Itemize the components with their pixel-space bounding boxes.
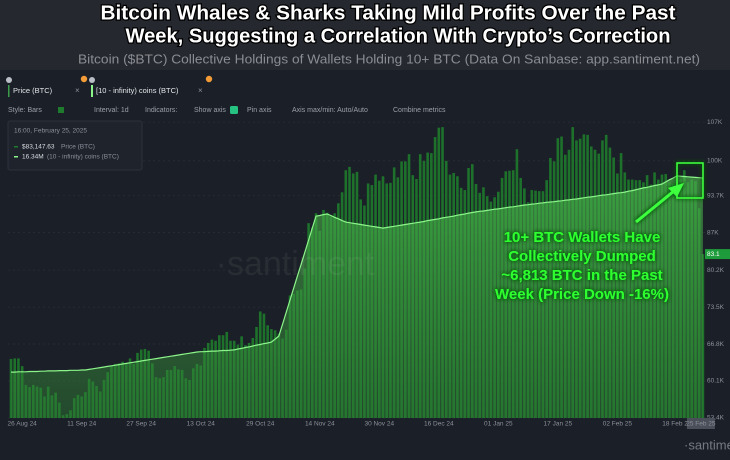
close-icon[interactable]: ×	[75, 86, 80, 95]
y-tick-label: 87K	[707, 229, 719, 236]
tooltip-label: (10 - infinity) coins (BTC)	[47, 154, 119, 161]
tooltip-swatch	[14, 156, 18, 158]
x-tick-label: 13 Oct 24	[187, 421, 216, 428]
close-icon[interactable]: ×	[198, 86, 203, 95]
y-tick-label: 93.7K	[707, 192, 725, 199]
tooltip-date: 16:00, February 25, 2025	[14, 128, 87, 135]
price-marker-label: 83.1	[707, 251, 720, 258]
annotation-text: Week (Price Down -16%)	[495, 286, 669, 303]
metric-badge	[205, 75, 213, 83]
chart-title: Bitcoin Whales & Sharks Taking Mild Prof…	[101, 2, 676, 24]
y-tick-label: 60.1K	[707, 378, 725, 385]
toolbar-item[interactable]: Show axis	[194, 107, 226, 114]
x-tick-label: 18 Feb 25	[662, 421, 692, 428]
annotation-text: 10+ BTC Wallets Have	[504, 229, 661, 246]
x-tick-label: 29 Oct 24	[246, 421, 275, 428]
watermark: ·santiment	[216, 245, 375, 283]
chart-title: Week, Suggesting a Correlation With Cryp…	[126, 25, 671, 47]
x-tick-label: 02 Feb 25	[603, 421, 633, 428]
x-tick-label: 27 Sep 24	[126, 421, 156, 428]
x-tick-label: 14 Nov 24	[305, 421, 335, 428]
tooltip-label: Price (BTC)	[61, 144, 95, 151]
x-tick-label: 11 Sep 24	[67, 421, 97, 428]
y-tick-label: 100K	[707, 158, 723, 165]
annotation-text: ~6,813 BTC in the Past	[501, 267, 662, 284]
y-tick-label: 53.4K	[707, 415, 725, 422]
header-background	[0, 0, 730, 70]
bar	[701, 254, 705, 418]
toolbar-item[interactable]: Pin axis	[247, 107, 272, 114]
toolbar-item[interactable]: Combine metrics	[393, 107, 446, 114]
lock-icon	[6, 77, 12, 83]
line	[11, 175, 703, 373]
watermark: ·santiment	[684, 437, 730, 452]
plot: 53.4K 60.1K 66.8K 73.5K 80.2K 87K 93.7K 100K 107…	[8, 119, 730, 429]
price-marker	[705, 249, 730, 260]
x-tick-label: 25 Feb 25	[686, 421, 716, 428]
y-tick-label: 66.8K	[707, 341, 725, 348]
legend-swatch	[8, 85, 10, 97]
checkbox[interactable]	[230, 106, 238, 114]
annotation: 10+ BTC Wallets Have Collectively Dumped…	[495, 162, 704, 303]
y-tick-label: 107K	[707, 119, 723, 126]
legend-swatch	[91, 85, 93, 97]
lock-icon	[89, 77, 95, 83]
x-tick-label: 26 Aug 24	[8, 421, 38, 428]
tooltip-box	[7, 120, 143, 171]
tooltip-value: 16.34M	[22, 154, 44, 161]
annotation-text: Collectively Dumped	[508, 248, 656, 265]
metric-badge	[80, 75, 88, 83]
arrow-head	[668, 183, 684, 197]
x-tick-label: 30 Nov 24	[364, 421, 394, 428]
tooltip: 16:00, February 25, 2025 $83,147.63 Pric…	[7, 120, 143, 171]
legend-label[interactable]: [10 - infinity) coins (BTC)	[96, 86, 179, 95]
toolbar-item[interactable]: Style: Bars	[8, 107, 42, 114]
y-tick-label: 73.5K	[707, 304, 725, 311]
legend-label[interactable]: Price (BTC)	[13, 86, 53, 95]
x-tick-label: 01 Jan 25	[484, 421, 513, 428]
color-swatch[interactable]	[58, 107, 64, 113]
x-tick-label: 17 Jan 25	[544, 421, 573, 428]
tooltip-value: $83,147.63	[22, 144, 55, 151]
tooltip-swatch	[14, 146, 18, 148]
toolbar-item[interactable]: Axis max/min: Auto/Auto	[292, 107, 368, 114]
area	[11, 175, 703, 418]
x-tick-label: 16 Dec 24	[424, 421, 454, 428]
chart-subtitle: Bitcoin ($BTC) Collective Holdings of Wa…	[78, 52, 700, 66]
highlight-box	[676, 162, 704, 199]
toolbar: Style: Bars Interval: 1d Indicators: Sho…	[8, 106, 446, 114]
y-tick-label: 80.2K	[707, 267, 725, 274]
toolbar-item[interactable]: Indicators:	[145, 107, 177, 114]
crosshair-label-bg	[686, 418, 715, 429]
toolbar-item[interactable]: Interval: 1d	[94, 107, 129, 114]
arrow	[635, 189, 675, 224]
